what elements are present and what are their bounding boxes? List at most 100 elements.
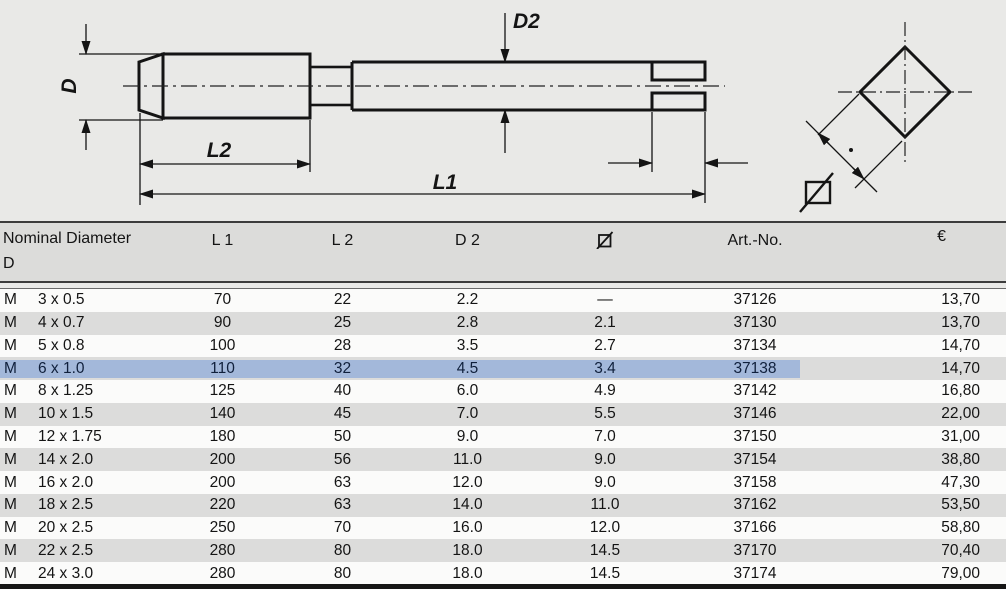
header-d2: D 2	[455, 232, 480, 249]
thread-size: 5 x 0.8	[38, 336, 85, 354]
cell-square: 14.5	[589, 541, 621, 559]
thread-size: 12 x 1.75	[38, 427, 102, 445]
cell-nominal-diameter: M 14 x 2.0	[0, 451, 165, 469]
cell-square: 2.7	[594, 336, 616, 354]
cell-l1: 200	[209, 450, 236, 468]
cell-l1: 280	[209, 564, 236, 582]
cell-d2: 14.0	[452, 496, 483, 514]
table-row[interactable]: M 3 x 0.5 70 22 2.2 — 37126 13,70	[0, 289, 1006, 312]
table-row[interactable]: M 4 x 0.7 90 25 2.8 2.1 37130 13,70	[0, 311, 1006, 335]
table-row[interactable]: M 22 x 2.5 280 80 18.0 14.5 37170 70,40	[0, 539, 1006, 563]
thread-prefix: M	[4, 496, 17, 514]
cell-l1: 180	[209, 427, 236, 445]
cell-d2: 16.0	[452, 519, 483, 537]
cell-square: 4.9	[594, 382, 616, 400]
cell-d2: 18.0	[452, 541, 483, 559]
thread-prefix: M	[4, 450, 17, 468]
table-row[interactable]: M 14 x 2.0 200 56 11.0 9.0 37154 38,80	[0, 448, 1006, 472]
cell-square: 7.0	[594, 427, 616, 445]
cell-l2: 70	[333, 519, 352, 537]
cell-square: 5.5	[594, 405, 616, 423]
cell-d2: 6.0	[456, 382, 479, 400]
cell-l2: 80	[333, 564, 352, 582]
cell-d2: 12.0	[452, 473, 483, 491]
cell-art-no: 37150	[733, 427, 777, 445]
cell-square: 11.0	[590, 496, 620, 514]
cell-l2: 63	[333, 496, 352, 514]
cell-square: 9.0	[594, 450, 616, 468]
cell-price: 31,00	[941, 427, 980, 445]
table-top-rule	[0, 221, 1006, 223]
cell-l2: 56	[333, 450, 352, 468]
drawing-labels: D D2 L2 L1	[58, 10, 540, 194]
thread-prefix: M	[4, 359, 17, 377]
cell-price: 13,70	[941, 291, 980, 309]
thread-size: 4 x 0.7	[38, 314, 85, 332]
cell-art-no: 37166	[733, 519, 777, 537]
cell-price: 22,00	[941, 405, 980, 423]
thread-prefix: M	[4, 336, 17, 354]
thread-size: 8 x 1.25	[38, 382, 94, 400]
table-row-selected[interactable]: M 6 x 1.0 110 32 4.5 3.4 37138 14,70	[0, 357, 1006, 381]
cell-art-no: 37146	[733, 405, 777, 423]
table-body: M 3 x 0.5 70 22 2.2 — 37126 13,70 M 4 x 0.7 90 25 2.…	[0, 289, 1006, 585]
cell-square: 9.0	[594, 473, 616, 491]
cell-l1: 110	[165, 359, 280, 378]
thread-size: 22 x 2.5	[38, 541, 94, 559]
cell-nominal-diameter: M 8 x 1.25	[0, 382, 165, 400]
thread-size: 14 x 2.0	[38, 450, 94, 468]
table-row[interactable]: M 16 x 2.0 200 63 12.0 9.0 37158 47,30	[0, 471, 1006, 494]
cell-square: —	[597, 291, 613, 309]
thread-prefix: M	[4, 541, 17, 559]
thread-size: 24 x 3.0	[38, 564, 94, 582]
table-row[interactable]: M 10 x 1.5 140 45 7.0 5.5 37146 22,00	[0, 402, 1006, 426]
cell-price: 79,00	[941, 564, 980, 582]
cell-d2: 18.0	[452, 564, 483, 582]
table-header: Nominal Diameter D L 1 L 2 D 2 Art.-No. …	[0, 223, 1006, 281]
cell-d2: 2.2	[456, 291, 479, 309]
cell-square: 3.4	[530, 359, 680, 378]
cell-nominal-diameter: M 22 x 2.5	[0, 542, 165, 560]
table-row[interactable]: M 18 x 2.5 220 63 14.0 11.0 37162 53,50	[0, 493, 1006, 517]
cell-l2: 45	[333, 405, 352, 423]
square-diagonal-icon	[799, 172, 834, 213]
cell-price: 16,80	[941, 382, 980, 400]
cell-nominal-diameter: M 18 x 2.5	[0, 496, 165, 514]
cell-l2: 28	[333, 336, 352, 354]
header-nominal-diameter: Nominal Diameter	[3, 230, 132, 247]
cell-nominal-diameter: M 10 x 1.5	[0, 405, 165, 423]
square-section-detail	[799, 22, 972, 213]
cell-art-no: 37138	[680, 359, 800, 378]
cell-nominal-diameter: M 6 x 1.0	[0, 359, 165, 378]
cell-d2: 11.0	[452, 450, 483, 468]
cell-nominal-diameter: M 20 x 2.5	[0, 519, 165, 537]
table-row[interactable]: M 12 x 1.75 180 50 9.0 7.0 37150 31,00	[0, 425, 1006, 449]
cell-d2: 7.0	[456, 405, 479, 423]
header-l1: L 1	[211, 232, 234, 249]
thread-prefix: M	[4, 291, 17, 309]
thread-prefix: M	[4, 473, 17, 491]
table-row[interactable]: M 20 x 2.5 250 70 16.0 12.0 37166 58,80	[0, 516, 1006, 540]
cell-art-no: 37126	[733, 291, 777, 309]
cell-l1: 200	[209, 473, 236, 491]
cell-l1: 90	[213, 314, 232, 332]
thread-prefix: M	[4, 314, 17, 332]
thread-prefix: M	[4, 382, 17, 400]
cell-l2: 40	[333, 382, 352, 400]
table-row[interactable]: M 5 x 0.8 100 28 3.5 2.7 37134 14,70	[0, 334, 1006, 358]
cell-price: 13,70	[941, 314, 980, 332]
cell-nominal-diameter: M 3 x 0.5	[0, 291, 165, 309]
thread-prefix: M	[4, 427, 17, 445]
label-l2: L2	[207, 139, 232, 162]
table-row[interactable]: M 8 x 1.25 125 40 6.0 4.9 37142 16,80	[0, 380, 1006, 403]
cell-price: 38,80	[941, 450, 980, 468]
cell-nominal-diameter: M 12 x 1.75	[0, 428, 165, 446]
label-l1: L1	[433, 171, 458, 194]
label-d2: D2	[513, 10, 540, 33]
thread-prefix: M	[4, 564, 17, 582]
thread-size: 18 x 2.5	[38, 496, 94, 514]
table-row[interactable]: M 24 x 3.0 280 80 18.0 14.5 37174 79,00	[0, 562, 1006, 585]
header-art-no: Art.-No.	[727, 232, 783, 249]
cell-price: 14,70	[941, 336, 980, 354]
thread-size: 6 x 1.0	[38, 359, 85, 377]
